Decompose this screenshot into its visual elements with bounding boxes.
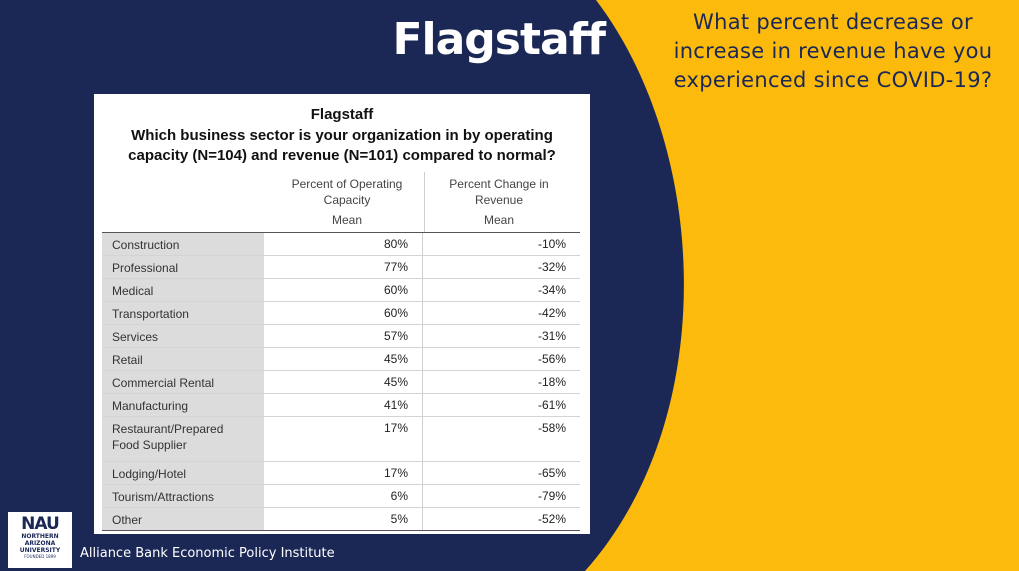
revenue-value: -65% [422,462,580,484]
capacity-value: 6% [390,489,408,503]
logo-mark: NAU [21,514,60,534]
table-row: Professional 77% -32% [102,256,580,279]
logo-line: FOUNDED 1899 [24,554,56,559]
revenue-value: -56% [422,348,580,370]
table-subtitle: Which business sector is your organizati… [128,127,556,164]
logo-line: ARIZONA [24,540,56,547]
table-row: Construction 80% -10% [102,233,580,256]
revenue-value: -58% [422,417,580,461]
column-subheader-revenue: Mean [483,213,515,227]
logo-line: NORTHERN [21,533,59,540]
table-row: Lodging/Hotel 17% -65% [102,462,580,485]
capacity-value: 77% [383,260,408,274]
table-row: Services 57% -31% [102,325,580,348]
revenue-value: -18% [422,371,580,393]
table-title: Flagstaff [310,106,374,123]
revenue-value: -79% [422,485,580,507]
revenue-value: -10% [422,233,580,255]
table-row: Other 5% -52% [102,508,580,530]
revenue-value: -52% [422,508,580,530]
revenue-value: -34% [422,279,580,301]
revenue-value: -32% [422,256,580,278]
capacity-value: 17% [383,466,408,480]
capacity-value: 45% [383,352,408,366]
table-row: Restaurant/Prepared Food Supplier 17% -58% [102,417,580,462]
sector-label: Medical [102,279,264,301]
header-divider [424,172,425,232]
capacity-value: 45% [383,375,408,389]
sector-label: Other [102,508,264,530]
logo-line: UNIVERSITY [19,547,61,554]
column-header-revenue: Percent Change in Revenue [449,177,549,207]
sector-label: Services [102,325,264,347]
sector-label: Professional [102,256,264,278]
capacity-value: 57% [383,329,408,343]
revenue-value: -42% [422,302,580,324]
table-row: Retail 45% -56% [102,348,580,371]
slide-title: Flagstaff [392,14,606,65]
revenue-value: -61% [422,394,580,416]
sector-label: Manufacturing [102,394,264,416]
survey-question: What percent decrease or increase in rev… [673,10,993,92]
sector-label: Tourism/Attractions [102,485,264,507]
table-row: Medical 60% -34% [102,279,580,302]
sector-label: Retail [102,348,264,370]
capacity-value: 41% [383,398,408,412]
sector-label: Construction [102,233,264,255]
capacity-value: 60% [383,306,408,320]
sector-label: Lodging/Hotel [102,462,264,484]
table-row: Manufacturing 41% -61% [102,394,580,417]
column-subheader-capacity: Mean [331,213,363,227]
results-table: Flagstaff Which business sector is your … [94,94,590,534]
column-header-capacity: Percent of Operating Capacity [291,177,403,207]
capacity-value: 5% [390,512,408,526]
nau-logo: NAU NORTHERN ARIZONA UNIVERSITY FOUNDED … [8,512,72,568]
sector-label: Transportation [102,302,264,324]
footer-text: Alliance Bank Economic Policy Institute [80,546,335,561]
revenue-value: -31% [422,325,580,347]
capacity-value: 17% [383,421,408,435]
capacity-value: 80% [383,237,408,251]
table-row: Transportation 60% -42% [102,302,580,325]
table-row: Commercial Rental 45% -18% [102,371,580,394]
table-row: Tourism/Attractions 6% -79% [102,485,580,508]
sector-label: Restaurant/Prepared Food Supplier [102,417,264,461]
table-body: Construction 80% -10% Professional 77% -32% Me… [102,232,580,531]
sector-label: Commercial Rental [102,371,264,393]
capacity-value: 60% [383,283,408,297]
